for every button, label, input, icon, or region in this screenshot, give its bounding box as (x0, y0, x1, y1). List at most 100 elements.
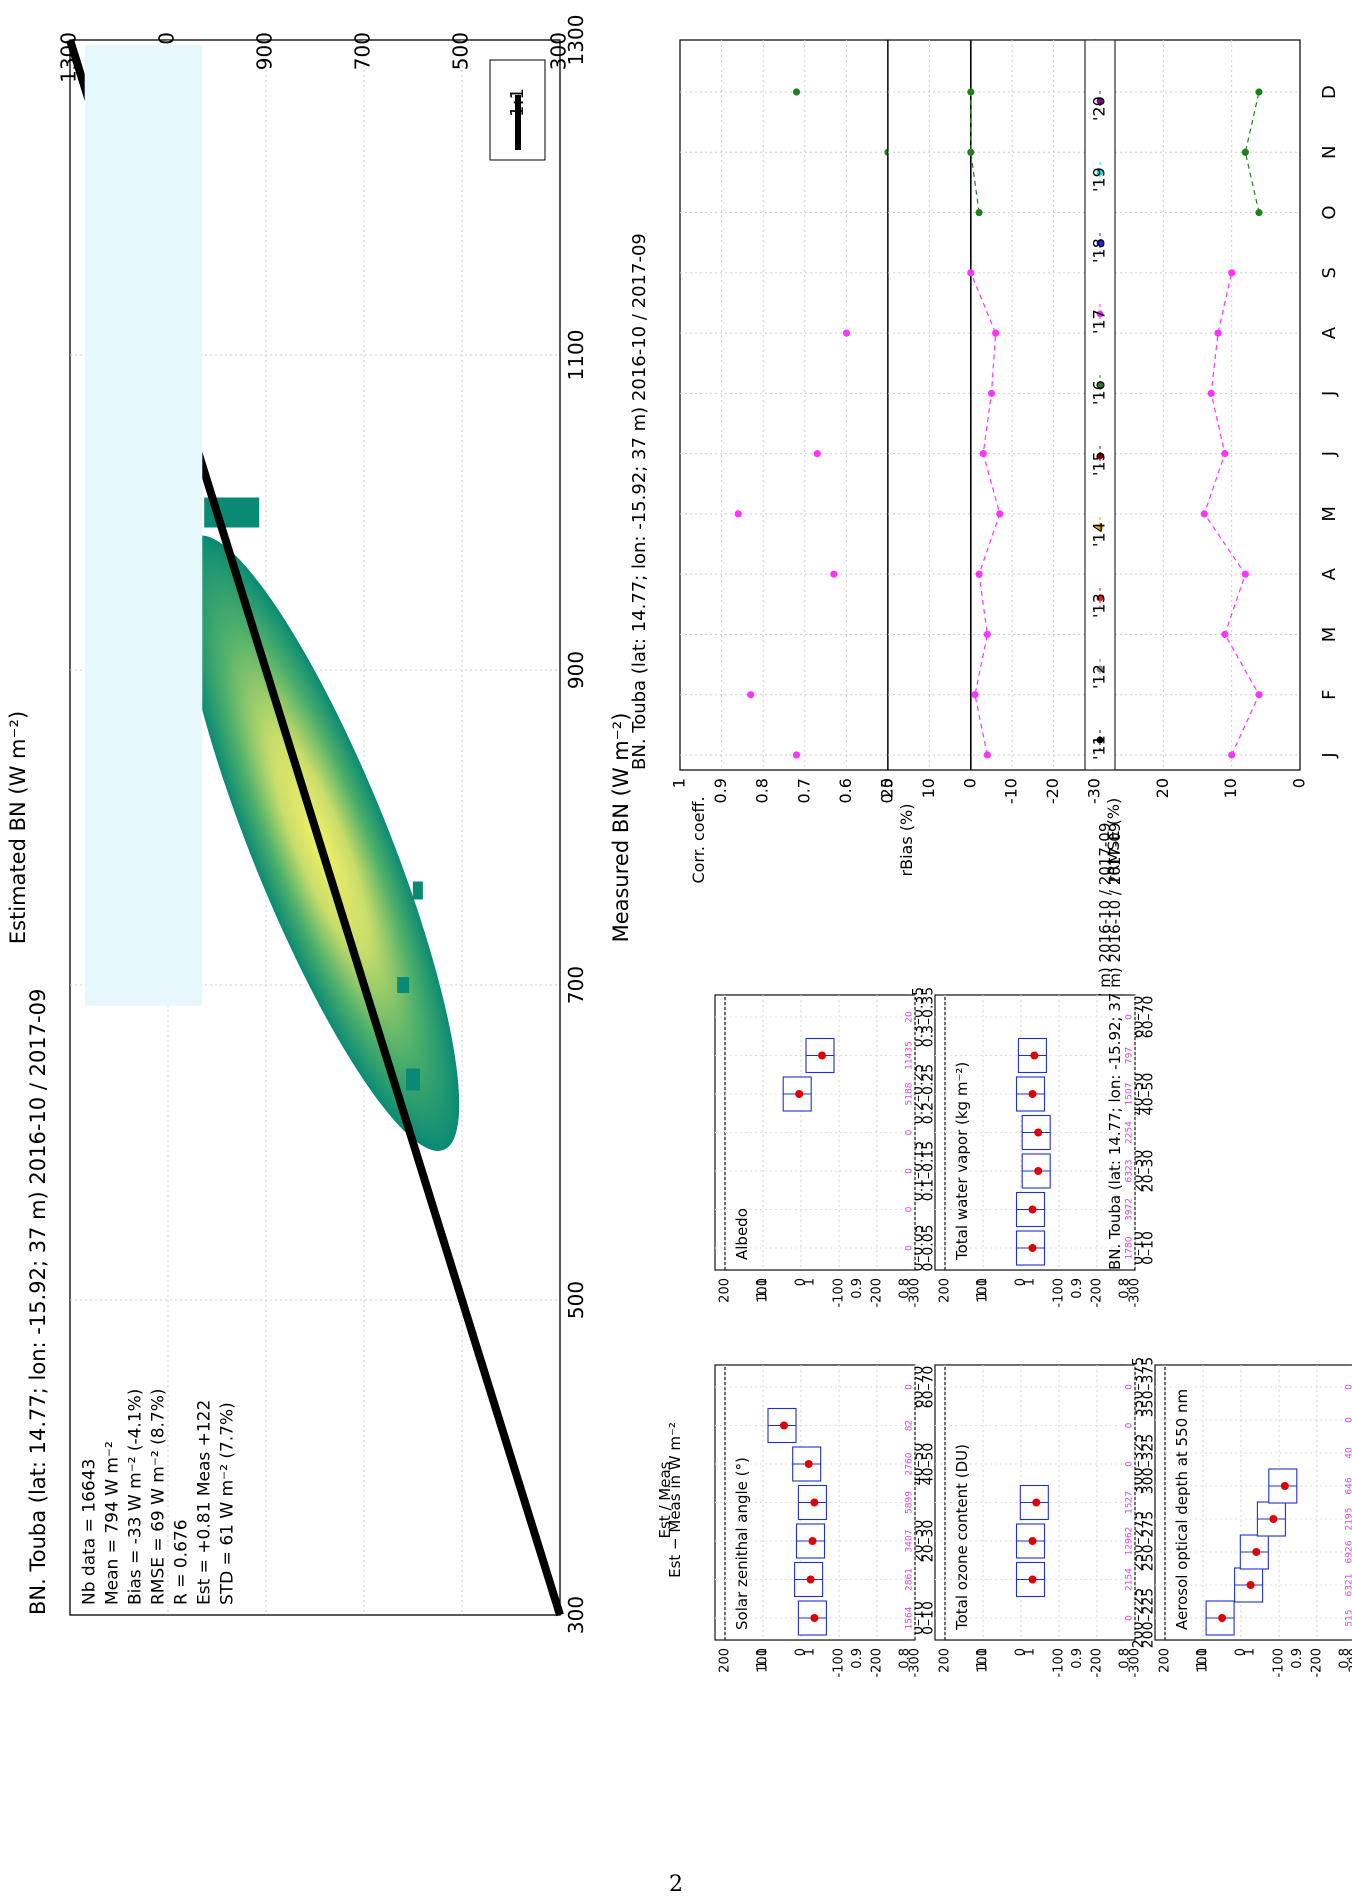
data-point (967, 88, 975, 96)
tick-label: 1 (1023, 1278, 1038, 1286)
box-mean-marker (810, 1614, 819, 1622)
data-point (975, 208, 983, 217)
legend-label: '15 (1090, 451, 1109, 476)
month-label: M (1319, 506, 1340, 522)
data-point (992, 329, 1000, 337)
stats-box: Nb data = 16643 Mean = 794 W m⁻² Bias = -3… (80, 45, 238, 1605)
legend-marker (1096, 381, 1104, 389)
legend-label: '19 (1090, 167, 1109, 192)
count-label: 1507 (1125, 1083, 1135, 1106)
panel-ylabel: rRMSE (%) (1104, 798, 1123, 883)
boxplot-panel: 515 6321 6926 2195 646 40 0 0 Aerosol optical de… (1158, 1364, 1352, 1678)
legend-marker (1096, 452, 1104, 460)
stats-line: Nb data = 16643 (80, 1459, 100, 1605)
legend-label: '12 (1090, 664, 1109, 689)
category-label: 0.1–0.15 (921, 1141, 937, 1201)
panel-title: Total ozone content (DU) (953, 1444, 971, 1631)
y-tick-label: 300 (547, 32, 571, 70)
x-tick-label: 1300 (564, 15, 588, 66)
data-point (967, 148, 975, 156)
count-label: 0 (1125, 1461, 1135, 1467)
heatmap-outlier-cells (397, 977, 410, 993)
tick-label: -300 (1128, 1278, 1143, 1308)
y-tick-label: 1300 (57, 32, 81, 83)
panel-title: Albedo (733, 1208, 751, 1260)
month-label: D (1319, 85, 1340, 99)
tick-label: 100 (1196, 1648, 1211, 1673)
tick-label: 100 (756, 1278, 771, 1303)
tick-label: 10 (919, 778, 938, 798)
page-number: 2 (669, 1872, 683, 1897)
box-mean-marker (1030, 1051, 1039, 1060)
panel-frame (1094, 39, 1301, 771)
tick-label: 10 (1221, 778, 1240, 798)
tick-label: 200 (718, 1648, 733, 1673)
box-mean-marker (1028, 1205, 1037, 1214)
tick-label: 0.9 (1290, 1648, 1305, 1669)
count-label: 2154 (1125, 1568, 1135, 1591)
data-point (1200, 510, 1208, 518)
legend-marker (1096, 665, 1104, 673)
legend-marker (1096, 239, 1104, 247)
box-mean-marker (795, 1090, 804, 1098)
tick-label: 0 (1234, 1648, 1249, 1656)
count-label: 0 (1125, 1014, 1135, 1020)
stats-line: Mean = 794 W m⁻² (103, 1441, 123, 1605)
data-point (1228, 269, 1236, 277)
tick-label: 0 (960, 778, 979, 788)
data-point (747, 691, 755, 699)
count-label: 0 (1125, 1422, 1135, 1428)
count-label: 11435 (905, 1041, 915, 1070)
boxplot-ylabel: Est − Meas in W m⁻² (666, 1422, 684, 1578)
data-point (987, 389, 996, 397)
box-mean-marker (810, 1498, 819, 1507)
tick-label: 0.5 (878, 778, 897, 803)
legend-marker (1096, 523, 1104, 531)
category-label: 20–30 (1141, 1150, 1157, 1193)
panel-title: Solar zenithal angle (°) (733, 1457, 751, 1630)
data-point (1214, 329, 1222, 337)
legend-label: '14 (1090, 522, 1109, 547)
count-label: 646 (1345, 1477, 1352, 1494)
count-label: 6926 (1345, 1540, 1352, 1563)
tick-label: -100 (1052, 1648, 1067, 1678)
category-label: 0–0.05 (921, 1224, 937, 1271)
tick-label: 100 (756, 1648, 771, 1673)
panel-title: Aerosol optical depth at 550 nm (1173, 1389, 1191, 1630)
tick-label: 1 (1023, 1648, 1038, 1656)
y-tick-label: 700 (351, 32, 375, 70)
category-label: 0–10 (1141, 1231, 1157, 1265)
data-point (1255, 208, 1263, 217)
panel-title: Total water vapor (kg m⁻²) (953, 1062, 971, 1261)
count-label: 1527 (1125, 1491, 1135, 1514)
category-label: 40–50 (921, 1443, 937, 1486)
tick-label: 0 (794, 1278, 809, 1286)
tick-label: 1 (1243, 1648, 1258, 1656)
count-label: 20 (905, 1011, 915, 1023)
tick-label: 100 (976, 1648, 991, 1673)
count-label: 2195 (1345, 1508, 1352, 1531)
tick-label: 1.1 (975, 1278, 990, 1299)
box-mean-marker (1218, 1614, 1227, 1622)
panel-frame (679, 39, 889, 771)
data-point (1228, 751, 1236, 759)
heatmap-outlier-cells (406, 1068, 420, 1091)
tick-label: -200 (870, 1278, 885, 1308)
category-label: 200–225 (1141, 1588, 1157, 1648)
count-label: 515 (1345, 1609, 1352, 1626)
box-mean-marker (806, 1575, 815, 1584)
data-point (983, 751, 991, 759)
tick-label: 20 (878, 778, 897, 798)
box-mean-marker (1252, 1548, 1261, 1556)
heatmap-xlabel: Measured BN (W m⁻²) (609, 713, 633, 943)
data-point (983, 630, 991, 639)
heatmap-outlier-cells (412, 881, 423, 900)
tick-label: 0.9 (850, 1278, 865, 1299)
count-label: 2861 (905, 1568, 915, 1591)
month-label: S (1319, 267, 1340, 278)
y-tick-label: 900 (253, 32, 277, 70)
boxplot-ylabel: Est / Meas (656, 1461, 674, 1538)
tick-label: 200 (938, 1278, 953, 1303)
count-label: 6321 (1345, 1574, 1352, 1597)
